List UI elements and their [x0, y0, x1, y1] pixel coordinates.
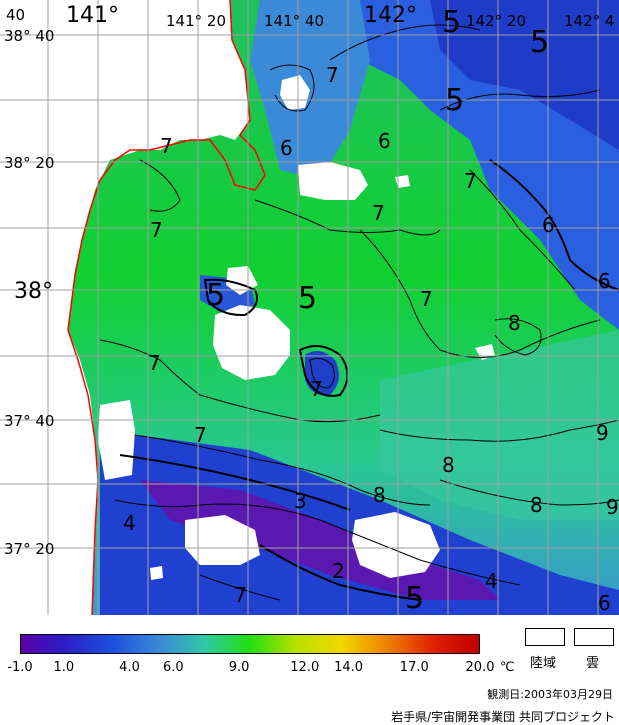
- color-scale-tick: 12.0: [290, 660, 320, 675]
- isotherm-label: 6: [542, 213, 555, 237]
- sst-map: 40 141° 141° 20 141° 40 142° 142° 20 142…: [0, 0, 619, 615]
- lon-label-142-4: 142° 4: [564, 12, 614, 30]
- isotherm-label: 5: [405, 581, 424, 615]
- lat-label-38: 38°: [14, 279, 53, 304]
- color-scale-tick: 14.0: [334, 660, 364, 675]
- isotherm-contours: [99, 24, 619, 601]
- cloud: [98, 400, 135, 480]
- color-scale-tick: 17.0: [399, 660, 429, 675]
- isotherm-label: 7: [420, 287, 433, 311]
- color-scale-tick: 9.0: [228, 660, 250, 675]
- credit-line: 岩手県/宇宙開発事業団 共同プロジェクト: [391, 710, 615, 724]
- cloud: [150, 566, 163, 580]
- isotherm-label: 9: [606, 495, 619, 519]
- land-legend-swatch: [525, 628, 565, 646]
- lon-label-141: 141°: [66, 3, 119, 28]
- cloud: [395, 175, 410, 188]
- coastline: [67, 0, 266, 615]
- isotherm-label: 7: [194, 423, 207, 447]
- isotherm-label: 5: [206, 278, 225, 313]
- isotherm-label: 6: [378, 129, 391, 153]
- cloud: [280, 75, 310, 110]
- color-scale: [20, 634, 480, 654]
- isotherm-label: 7: [310, 377, 323, 401]
- color-scale-tick: 4.0: [119, 660, 140, 675]
- color-scale-tick: 1.0: [53, 660, 75, 675]
- cloud-legend-swatch: [574, 628, 614, 646]
- lat-label-37-20: 37° 20: [4, 540, 54, 558]
- isotherm-label: 6: [598, 591, 611, 615]
- lon-label-142-20: 142° 20: [466, 12, 526, 30]
- cloud: [352, 512, 440, 578]
- color-scale-tick: 20.0: [465, 660, 495, 675]
- lat-label-38-20: 38° 20: [4, 154, 54, 172]
- isotherm-label: 6: [598, 269, 611, 293]
- isotherm-label: 8: [530, 493, 543, 517]
- isotherm-label: 7: [150, 218, 163, 242]
- isotherm-label: 2: [332, 559, 345, 583]
- lat-lon-grid: [0, 0, 619, 615]
- cold-water-northeast-core: [430, 0, 619, 150]
- isotherm-label: 5: [442, 5, 461, 40]
- isotherm-label: 5: [530, 25, 549, 60]
- isotherm-label: 5: [445, 83, 464, 118]
- isotherm-label: 7: [464, 169, 477, 193]
- lon-label-142: 142°: [364, 3, 417, 28]
- lat-label-37-40: 37° 40: [4, 412, 54, 430]
- lon-label-141-20: 141° 20: [166, 12, 226, 30]
- blue-eddy: [305, 351, 339, 396]
- cloud-legend-label: 雲: [586, 656, 600, 671]
- isotherm-label: 7: [148, 351, 161, 375]
- warm-water-east: [380, 330, 619, 520]
- color-scale-tick: -1.0: [7, 660, 33, 675]
- isotherm-label: 8: [442, 453, 455, 477]
- observation-date: 観測日:2003年03月29日: [487, 688, 613, 701]
- isotherm-label: 7: [372, 201, 385, 225]
- land-legend-label: 陸域: [530, 656, 557, 671]
- isotherm-label: 4: [485, 569, 498, 593]
- temperature-unit: ℃: [500, 660, 515, 675]
- isotherm-label: 8: [373, 483, 386, 507]
- isotherm-label: 9: [596, 421, 609, 445]
- land: [0, 0, 250, 615]
- isotherm-label: 7: [326, 63, 339, 87]
- cloud: [185, 515, 260, 565]
- isotherm-label: 3: [294, 489, 307, 513]
- color-scale-bar: [20, 634, 480, 654]
- color-scale-tick: 6.0: [162, 660, 184, 675]
- lon-label-141-40: 141° 40: [264, 12, 324, 30]
- coord-corner-top: 40: [6, 6, 25, 24]
- cloud: [298, 162, 368, 200]
- isotherm-label: 7: [160, 134, 173, 158]
- isotherm-label: 4: [123, 511, 136, 535]
- lat-label-38-40: 38° 40: [4, 27, 54, 45]
- isotherm-label: 7: [234, 583, 247, 607]
- cloud: [213, 305, 290, 380]
- isotherm-label: 6: [280, 136, 293, 160]
- isotherm-label: 8: [508, 311, 521, 335]
- isotherm-labels: 5 5 5 5 5 5 4 4 3 2 6 6 6 6 6 7 7 7 7 7 …: [123, 5, 619, 615]
- isotherm-label: 5: [298, 281, 317, 316]
